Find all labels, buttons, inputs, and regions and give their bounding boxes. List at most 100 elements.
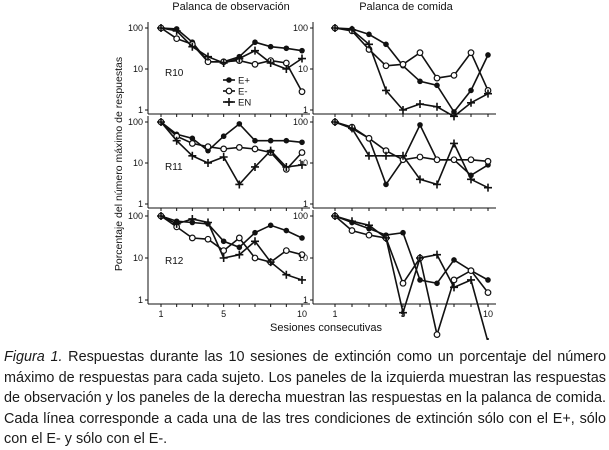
data-point-e-minus [484, 157, 492, 165]
legend-label: EN [238, 98, 251, 109]
y-tick-label: 10 [133, 158, 143, 168]
series-line-1 [160, 121, 303, 152]
series-line-3 [160, 215, 303, 281]
y-tick-label: 100 [128, 211, 143, 221]
data-point-e-minus [450, 71, 458, 79]
data-point-en [416, 100, 424, 109]
data-point-en [188, 151, 197, 160]
data-point-en [467, 175, 475, 184]
data-point-en [235, 250, 244, 259]
data-point-e-plus [383, 41, 389, 48]
y-tick-label: 1 [138, 295, 143, 305]
data-point-en [282, 162, 291, 171]
y-tick-label: 1 [138, 105, 143, 115]
y-axis-label: Porcentaje del número máximo de respuest… [113, 57, 125, 271]
data-point-e-minus [467, 49, 475, 57]
data-point-en [266, 146, 275, 155]
data-point-e-plus [220, 133, 227, 140]
data-point-e-plus [299, 47, 305, 54]
data-point-en [382, 86, 390, 95]
x-tick-label: 10 [483, 309, 493, 319]
data-point-en [204, 218, 212, 227]
data-point-e-plus [299, 139, 305, 146]
series-line-3 [334, 121, 489, 189]
data-point-en [235, 180, 244, 189]
data-point-e-minus [251, 60, 259, 68]
data-point-e-plus [252, 229, 258, 236]
series-line-2 [160, 215, 303, 263]
data-point-en [251, 237, 259, 246]
figure-caption: Figura 1. Respuestas durante las 10 sesi… [4, 347, 606, 450]
panels-group: 110100R10E+E-EN110100110100R111101001101… [128, 22, 496, 340]
data-point-e-plus [417, 277, 423, 283]
data-point-en [382, 151, 390, 160]
data-point-e-minus [433, 74, 441, 82]
data-point-en [172, 219, 181, 228]
series-line-1 [334, 27, 489, 114]
series-line-3 [160, 27, 303, 70]
panel-5: 1 10 100 1 5 10 R12 [128, 210, 310, 319]
panel-1: 1 10 100 R10 E+E-EN [128, 22, 310, 117]
data-point-e-plus [283, 45, 290, 52]
data-point-en [433, 250, 441, 259]
data-point-e-minus [298, 251, 306, 259]
data-point-e-plus [267, 43, 274, 50]
data-point-en [266, 258, 275, 267]
data-point-en [157, 118, 165, 126]
y-tick-label: 100 [128, 117, 143, 127]
data-point-en [204, 52, 212, 61]
data-point-e-plus [451, 109, 457, 115]
column-title-right: Palanca de comida [359, 1, 453, 13]
data-point-e-plus [236, 244, 243, 251]
data-point-e-minus [251, 254, 259, 262]
x-axis-label: Sesiones consecutivas [270, 322, 382, 334]
series-line-1 [160, 27, 303, 63]
data-point-e-plus [267, 222, 274, 229]
data-point-en [450, 112, 458, 121]
data-point-e-minus [399, 60, 407, 68]
series-line-2 [334, 215, 489, 338]
series-line-3 [160, 121, 303, 186]
data-point-e-plus [283, 227, 290, 234]
data-point-en [298, 54, 306, 63]
data-point-e-minus [416, 49, 424, 57]
data-point-e-plus [434, 280, 440, 287]
data-point-en [365, 40, 373, 49]
data-point-en [331, 212, 339, 220]
y-tick-label: 1 [303, 105, 308, 115]
data-point-en [298, 275, 306, 284]
data-point-e-minus [365, 134, 373, 142]
data-point-en [365, 221, 373, 230]
data-point-e-minus [467, 267, 475, 275]
x-tick-label: 1 [332, 309, 337, 319]
panel-2: 1 10 100 [293, 22, 496, 121]
data-point-en [331, 118, 339, 126]
data-point-e-minus [450, 156, 458, 164]
data-point-e-minus [204, 143, 212, 151]
row-label: R10 [165, 68, 184, 79]
legend-marker-e-plus [226, 77, 232, 83]
y-tick-label: 10 [298, 158, 308, 168]
data-point-en [298, 160, 306, 169]
data-point-en [235, 54, 244, 63]
data-point-e-plus [366, 31, 372, 38]
data-point-e-minus [235, 144, 243, 151]
data-point-en [487, 338, 489, 340]
figure-svg: Palanca de observación Palanca de comida… [113, 1, 496, 340]
data-point-en [484, 183, 492, 192]
y-tick-label: 100 [128, 23, 143, 33]
row-label: R12 [165, 256, 184, 267]
data-point-e-minus [365, 231, 373, 239]
caption-label: Figura 1. [4, 349, 63, 365]
y-tick-label: 100 [293, 23, 308, 33]
data-point-en [433, 180, 441, 189]
data-point-e-minus [282, 247, 290, 255]
data-point-e-minus [450, 276, 458, 284]
data-point-e-minus [188, 140, 196, 147]
row-label: R11 [165, 162, 183, 173]
data-point-e-minus [399, 279, 407, 287]
legend-label: E- [238, 87, 248, 98]
series-line-1 [334, 215, 489, 285]
data-point-e-minus [251, 145, 259, 153]
data-point-en [399, 308, 407, 317]
